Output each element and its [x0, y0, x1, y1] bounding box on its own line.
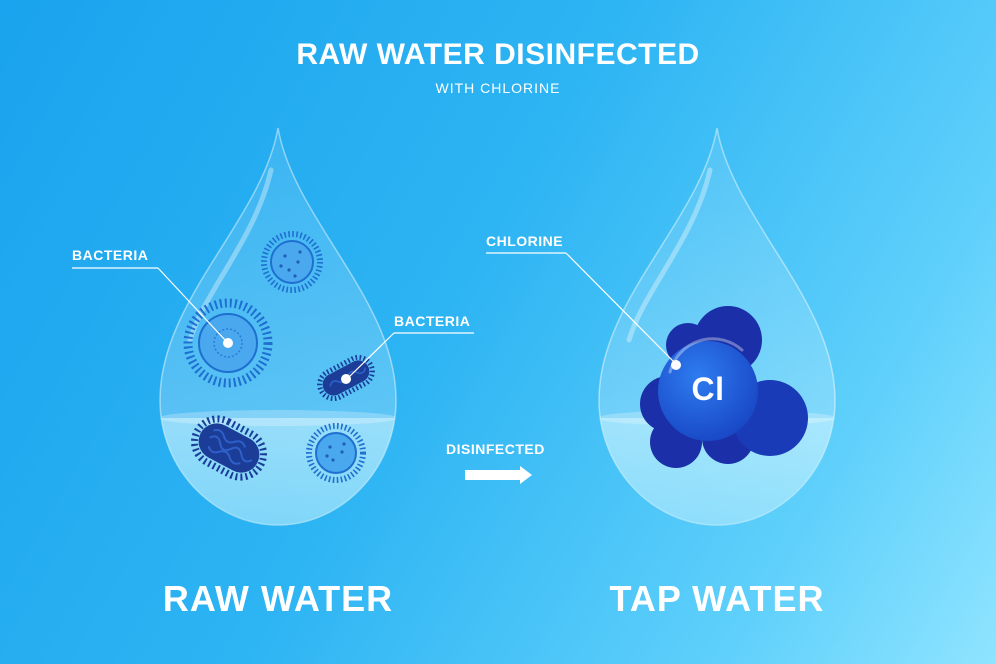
caption-tap-water: TAP WATER	[609, 578, 825, 619]
callout-line-chlorine	[486, 252, 677, 365]
callout-label-bacteria-top: BACTERIA	[72, 247, 149, 263]
callout-line-bacteria-top	[72, 267, 227, 342]
arrow-right-icon	[465, 466, 532, 484]
callout-label-chlorine: CHLORINE	[486, 233, 564, 249]
bacterium-virus-bottom	[306, 423, 366, 483]
bacterium-rod-dark	[191, 415, 267, 481]
chlorine-symbol: Cl	[691, 371, 725, 407]
chlorine-molecule	[640, 306, 808, 468]
callout-line-bacteria-right	[347, 332, 474, 379]
callout-label-bacteria-right: BACTERIA	[394, 313, 471, 329]
arrow-label-disinfected: DISINFECTED	[446, 441, 545, 457]
bacterium-virus-top	[261, 231, 323, 293]
page-title: RAW WATER DISINFECTED	[296, 38, 700, 71]
page-subtitle: WITH CHLORINE	[435, 80, 561, 96]
caption-raw-water: RAW WATER	[162, 578, 394, 619]
